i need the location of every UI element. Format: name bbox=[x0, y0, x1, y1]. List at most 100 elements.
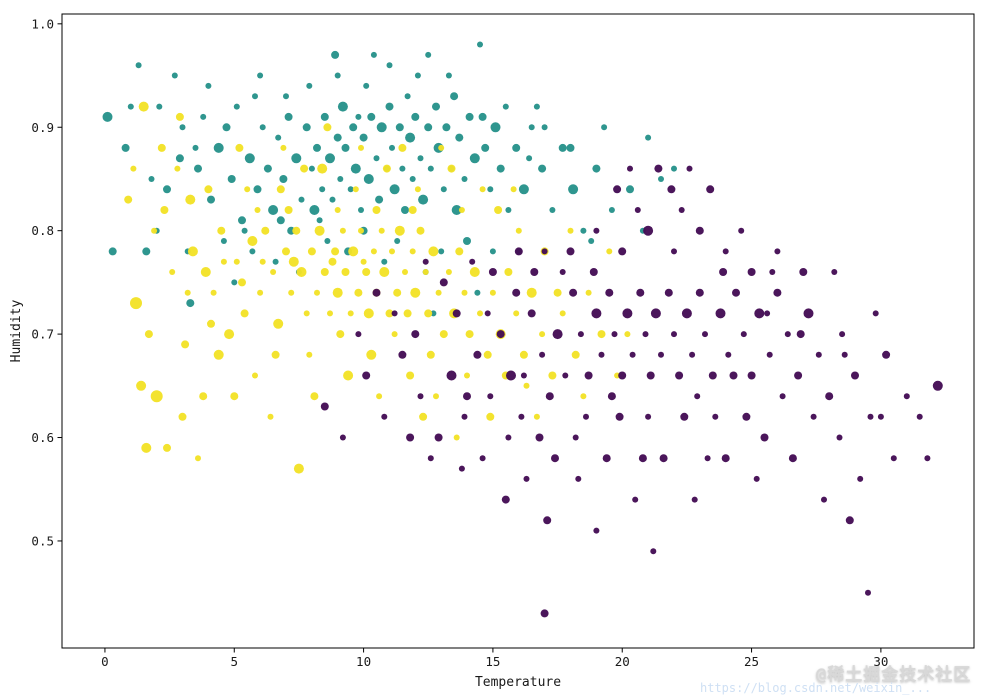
data-point-yellow-cluster bbox=[314, 289, 320, 296]
data-point-yellow-cluster bbox=[327, 310, 333, 317]
data-point-yellow-cluster bbox=[348, 246, 359, 257]
data-point-yellow-cluster bbox=[271, 350, 280, 359]
data-point-teal-cluster bbox=[298, 196, 305, 203]
data-point-teal-cluster bbox=[350, 163, 361, 174]
data-point-purple-cluster bbox=[562, 372, 569, 379]
data-point-teal-cluster bbox=[205, 82, 212, 89]
data-point-yellow-cluster bbox=[254, 207, 261, 213]
data-point-purple-cluster bbox=[686, 165, 693, 172]
data-point-yellow-cluster bbox=[483, 350, 492, 359]
data-point-teal-cluster bbox=[385, 102, 394, 111]
data-point-teal-cluster bbox=[461, 176, 468, 182]
data-point-yellow-cluster bbox=[199, 392, 208, 401]
data-point-teal-cluster bbox=[592, 164, 601, 173]
data-point-yellow-cluster bbox=[257, 289, 264, 296]
data-point-purple-cluster bbox=[434, 433, 443, 442]
data-point-purple-cluster bbox=[505, 434, 512, 441]
y-tick-label: 1.0 bbox=[31, 16, 54, 31]
data-point-purple-cluster bbox=[702, 331, 708, 338]
data-point-yellow-cluster bbox=[372, 206, 381, 214]
data-point-yellow-cluster bbox=[240, 309, 249, 318]
data-point-yellow-cluster bbox=[389, 248, 395, 255]
data-point-yellow-cluster bbox=[402, 269, 408, 275]
data-point-yellow-cluster bbox=[293, 463, 304, 474]
data-point-yellow-cluster bbox=[163, 443, 171, 452]
data-point-yellow-cluster bbox=[151, 227, 158, 234]
data-point-teal-cluster bbox=[283, 93, 289, 100]
data-point-teal-cluster bbox=[401, 206, 409, 214]
data-point-yellow-cluster bbox=[124, 195, 133, 204]
data-point-teal-cluster bbox=[481, 143, 490, 152]
data-point-teal-cluster bbox=[367, 112, 376, 121]
data-point-purple-cluster bbox=[618, 371, 627, 380]
data-point-teal-cluster bbox=[175, 154, 184, 163]
data-point-purple-cluster bbox=[539, 351, 546, 358]
data-point-purple-cluster bbox=[638, 454, 647, 463]
data-point-yellow-cluster bbox=[510, 186, 517, 193]
data-point-yellow-cluster bbox=[210, 289, 217, 296]
data-point-yellow-cluster bbox=[358, 144, 364, 151]
data-point-purple-cluster bbox=[667, 185, 676, 194]
data-point-yellow-cluster bbox=[185, 194, 196, 205]
data-point-yellow-cluster bbox=[144, 330, 153, 339]
data-point-teal-cluster bbox=[389, 144, 395, 151]
data-point-teal-cluster bbox=[671, 165, 677, 172]
data-point-purple-cluster bbox=[572, 434, 579, 441]
data-point-teal-cluster bbox=[192, 144, 199, 151]
data-point-teal-cluster bbox=[487, 186, 494, 193]
watermark-url: https://blog.csdn.net/weixin_... bbox=[700, 681, 932, 695]
data-point-purple-cluster bbox=[488, 268, 497, 276]
data-point-yellow-cluster bbox=[204, 185, 213, 194]
data-point-yellow-cluster bbox=[464, 372, 470, 379]
data-point-purple-cluster bbox=[406, 433, 415, 442]
data-point-yellow-cluster bbox=[300, 164, 309, 173]
data-point-yellow-cluster bbox=[455, 247, 464, 256]
data-point-purple-cluster bbox=[613, 185, 622, 194]
data-point-yellow-cluster bbox=[334, 207, 341, 213]
data-point-teal-cluster bbox=[319, 186, 326, 193]
data-point-purple-cluster bbox=[867, 413, 874, 420]
data-point-yellow-cluster bbox=[428, 246, 439, 257]
data-point-yellow-cluster bbox=[230, 392, 239, 401]
data-point-purple-cluster bbox=[593, 227, 600, 234]
data-point-teal-cluster bbox=[478, 112, 487, 121]
data-point-teal-cluster bbox=[316, 217, 323, 224]
data-point-yellow-cluster bbox=[343, 370, 354, 381]
data-point-teal-cluster bbox=[156, 103, 163, 110]
data-point-yellow-cluster bbox=[585, 289, 592, 296]
data-point-yellow-cluster bbox=[360, 258, 367, 265]
data-point-yellow-cluster bbox=[469, 267, 480, 277]
data-point-purple-cluster bbox=[627, 165, 633, 172]
data-point-yellow-cluster bbox=[465, 330, 474, 339]
data-point-teal-cluster bbox=[580, 227, 587, 234]
data-point-teal-cluster bbox=[363, 174, 374, 184]
data-point-yellow-cluster bbox=[187, 246, 198, 257]
data-point-teal-cluster bbox=[220, 238, 227, 244]
data-point-purple-cluster bbox=[543, 516, 552, 525]
data-point-teal-cluster bbox=[333, 133, 342, 142]
data-point-yellow-cluster bbox=[438, 144, 445, 151]
data-point-teal-cluster bbox=[469, 153, 480, 164]
data-point-teal-cluster bbox=[334, 72, 341, 79]
data-point-purple-cluster bbox=[551, 454, 559, 463]
data-point-purple-cluster bbox=[753, 475, 760, 482]
points-layer bbox=[102, 41, 943, 618]
data-point-teal-cluster bbox=[411, 112, 420, 121]
data-point-yellow-cluster bbox=[130, 165, 137, 172]
data-point-purple-cluster bbox=[845, 516, 854, 525]
data-point-purple-cluster bbox=[391, 310, 398, 317]
data-point-purple-cluster bbox=[695, 288, 704, 297]
data-point-teal-cluster bbox=[363, 82, 370, 89]
data-point-purple-cluster bbox=[747, 268, 756, 276]
data-point-yellow-cluster bbox=[314, 225, 325, 236]
data-point-yellow-cluster bbox=[363, 308, 374, 319]
data-point-teal-cluster bbox=[227, 175, 236, 183]
data-point-yellow-cluster bbox=[184, 289, 191, 296]
plot-frame bbox=[61, 13, 975, 649]
data-point-purple-cluster bbox=[932, 380, 943, 391]
data-point-yellow-cluster bbox=[200, 267, 211, 277]
data-point-yellow-cluster bbox=[238, 278, 246, 287]
data-point-purple-cluster bbox=[645, 413, 652, 420]
data-point-yellow-cluster bbox=[376, 393, 383, 400]
